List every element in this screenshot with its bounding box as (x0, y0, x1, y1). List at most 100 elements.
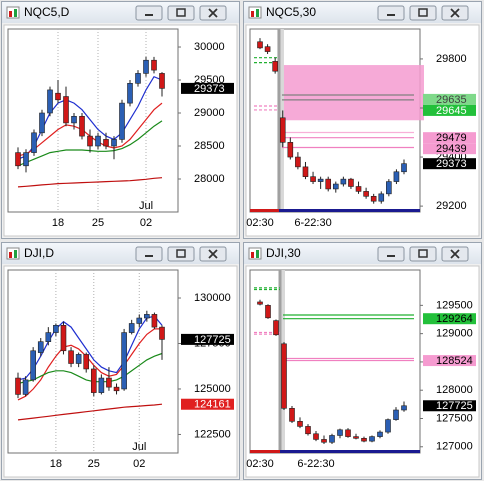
price-marker (423, 93, 476, 105)
maximize-button[interactable] (167, 246, 195, 262)
candle-body (265, 305, 271, 319)
y-tick-label: 127000 (436, 441, 473, 453)
candle-body (329, 435, 335, 443)
plot-area (249, 269, 421, 454)
candle-body (355, 186, 362, 192)
candle-body (90, 368, 97, 393)
price-marker (423, 132, 476, 144)
x-tick-label: 02 (133, 458, 145, 470)
x-tick-label: 02:30 (246, 217, 274, 229)
candle-body (297, 421, 303, 427)
maximize-button[interactable] (409, 5, 437, 21)
window-icon-bar (256, 250, 259, 258)
y-tick-label: 129500 (436, 299, 473, 311)
maximize-icon (418, 8, 428, 17)
plot-area (7, 269, 179, 454)
y-tick-label: 28000 (194, 173, 225, 185)
x-tick-label: 02 (140, 217, 152, 229)
window-icon-bar (14, 250, 17, 258)
candle-body (393, 171, 400, 182)
candle-body (151, 59, 157, 71)
candle-body (305, 426, 311, 435)
candle-body (119, 102, 125, 140)
price-marker (423, 104, 476, 116)
candle-body (113, 386, 120, 392)
window-icon-bar (9, 252, 12, 258)
candle-body (313, 433, 319, 440)
candle-body (71, 116, 77, 124)
x-tick-label: 6-22:30 (297, 458, 334, 470)
candle-body (340, 178, 347, 185)
session-bar-current (280, 450, 420, 453)
window-icon-bar (251, 252, 254, 258)
plot-area (7, 28, 179, 213)
minimize-button[interactable] (135, 5, 163, 21)
maximize-button[interactable] (409, 246, 437, 262)
candle-body (287, 142, 294, 158)
candle-body (279, 117, 286, 143)
candle-body (302, 166, 309, 177)
window-icon (248, 6, 262, 19)
y-tick-label: 125000 (194, 383, 231, 395)
candle-body (39, 112, 45, 134)
candle-body (128, 323, 135, 333)
candle-body (37, 341, 44, 353)
candle-body (45, 332, 52, 342)
candle-body (47, 89, 53, 114)
window-title: NQC5,D (24, 5, 70, 19)
candle-body (257, 301, 263, 305)
candle-body (401, 163, 407, 173)
moving-average (17, 315, 163, 381)
y-tick-label: 29800 (436, 53, 467, 65)
candle-body (23, 152, 29, 167)
candle-body (377, 431, 383, 437)
candle-body (321, 439, 327, 443)
candle-body (53, 325, 59, 333)
window-icon-bar (14, 9, 17, 17)
price-marker-label: 129264 (436, 313, 473, 325)
candle-body (281, 343, 287, 409)
price-marker (423, 158, 476, 170)
candle-body (22, 379, 29, 395)
window-icon-bar (251, 11, 254, 17)
x-tick-label: 6-22:30 (294, 217, 331, 229)
price-marker (181, 398, 234, 410)
candle-body (401, 405, 407, 411)
x-tick-label: 18 (50, 458, 62, 470)
price-marker-label: 124161 (194, 399, 231, 411)
price-marker (423, 313, 476, 325)
price-marker-label: 29645 (436, 105, 467, 117)
candle-body (121, 332, 127, 390)
candle-body (386, 181, 392, 195)
price-marker-label: 127725 (436, 400, 473, 412)
candle-body (385, 419, 391, 433)
x-tick-label: 25 (92, 217, 104, 229)
window-title: DJI,D (24, 246, 54, 260)
maximize-button[interactable] (167, 5, 195, 21)
candle-body (106, 377, 112, 388)
price-marker (423, 143, 476, 155)
price-marker-label: 29479 (436, 132, 467, 144)
window-icon (6, 6, 20, 19)
candle-body (31, 132, 37, 153)
minimize-button[interactable] (377, 5, 405, 21)
price-marker (423, 400, 476, 412)
price-marker (181, 82, 234, 94)
candle-body (325, 178, 332, 190)
y-tick-label: 130000 (194, 292, 231, 304)
candle-body (264, 46, 271, 52)
window-icon-bar (256, 9, 259, 17)
price-marker (181, 333, 234, 345)
minimize-button[interactable] (377, 246, 405, 262)
window-title: DJI,30 (266, 246, 301, 260)
session-divider (278, 270, 282, 453)
price-marker (423, 355, 476, 367)
price-marker-label: 128524 (436, 355, 473, 367)
moving-average (17, 177, 163, 188)
y-tick-label: 29200 (436, 200, 467, 212)
minimize-button[interactable] (135, 246, 163, 262)
candle-body (159, 326, 165, 340)
candle-body (159, 73, 165, 89)
price-marker-label: 29373 (436, 158, 467, 170)
